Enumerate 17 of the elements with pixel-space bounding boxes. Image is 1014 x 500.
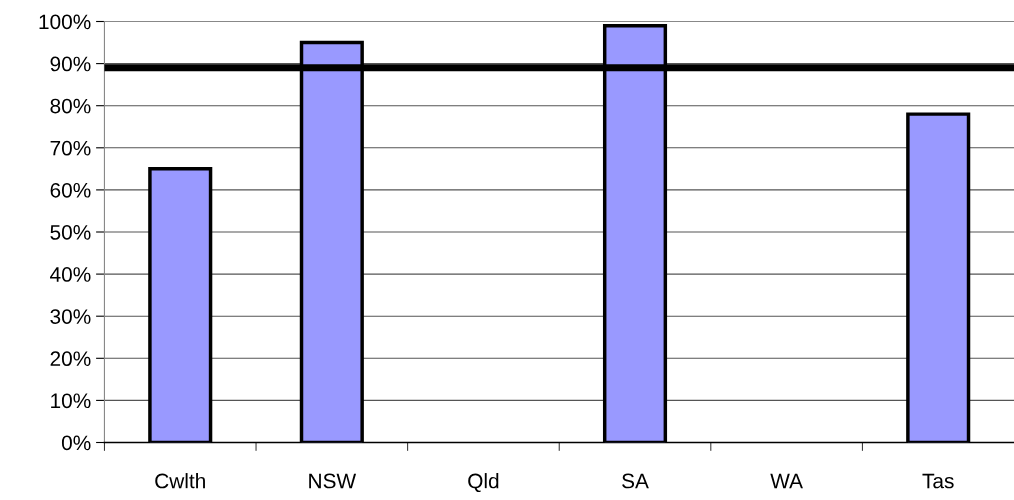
y-tick-label: 70% [50,140,91,156]
x-tick-label: WA [770,473,803,489]
y-tick-label: 100% [39,14,91,30]
y-tick-label: 90% [50,56,91,72]
x-tick-label: Qld [468,473,499,493]
x-tick-label: Tas [922,473,954,489]
y-tick-label: 80% [50,98,91,114]
x-tick-label: SA [622,473,649,489]
y-tick-label: 40% [50,267,91,282]
x-tick-label: NSW [309,473,357,489]
y-tick-label: 30% [50,309,91,324]
y-tick-label: 10% [51,393,91,409]
y-tick-label: 20% [50,351,91,367]
x-tick-label: Cwlth [155,473,205,489]
y-tick-label: 60% [50,182,91,198]
y-tick-label: 50% [50,225,91,240]
y-tick-label: 0% [61,435,91,451]
